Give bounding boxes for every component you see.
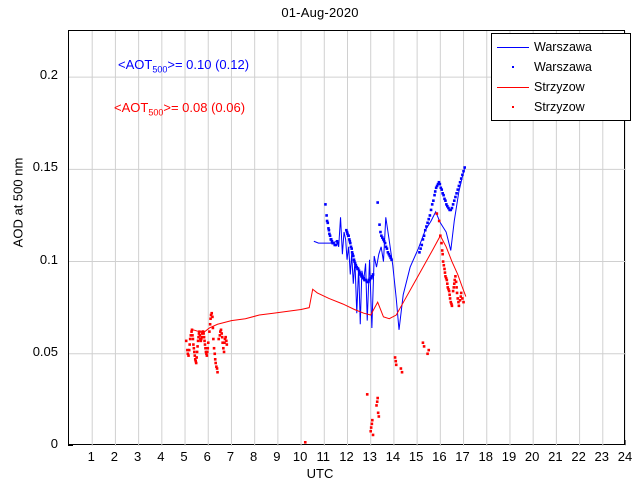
y-tick-4: 0.2 [39, 67, 58, 83]
legend-item-2[interactable]: Strzyzow [492, 77, 630, 97]
y-tick-0: 0 [50, 436, 58, 451]
x-tick-9: 10 [292, 449, 308, 464]
x-tick-17: 18 [478, 449, 493, 464]
annotation-prefix: <AOT [114, 100, 149, 115]
x-tick-23: 24 [617, 449, 633, 464]
y-tickmark-0 [68, 445, 73, 446]
x-tick-13: 14 [385, 449, 401, 464]
x-tick-16: 17 [455, 449, 470, 464]
annotation-value: >= 0.10 (0.12) [167, 57, 250, 72]
x-tick-19: 20 [524, 449, 540, 464]
series-line-strzyzow [193, 234, 467, 333]
legend-label: Strzyzow [534, 80, 585, 94]
legend-line-icon [492, 86, 534, 88]
x-tick-11: 12 [339, 449, 354, 464]
y-axis-label: AOD at 500 nm [10, 157, 26, 248]
legend-item-3[interactable]: Strzyzow [492, 97, 630, 117]
annotation-value: >= 0.08 (0.06) [163, 100, 246, 115]
x-tick-3: 4 [157, 449, 165, 464]
legend-label: Warszawa [534, 60, 592, 74]
legend-dot-icon [492, 65, 534, 69]
annotation-subscript: 500 [148, 107, 164, 118]
x-tick-0: 1 [87, 449, 95, 464]
x-tick-22: 23 [594, 449, 610, 464]
annotation-subscript: 500 [152, 64, 168, 75]
series-points-strzyzow [184, 212, 465, 444]
legend-label: Warszawa [534, 40, 592, 54]
x-tick-20: 21 [548, 449, 563, 464]
legend[interactable]: Warszawa Warszawa Strzyzow Strzyzow [491, 33, 631, 121]
y-tick-1: 0.05 [32, 343, 58, 359]
x-tick-5: 6 [203, 449, 211, 464]
page-title: 01-Aug-2020 [281, 5, 359, 20]
x-tick-4: 5 [180, 449, 188, 464]
legend-item-0[interactable]: Warszawa [492, 37, 630, 57]
data-layer [184, 166, 467, 444]
x-tick-1: 2 [110, 449, 119, 464]
x-tick-14: 15 [408, 449, 424, 464]
x-tick-10: 11 [316, 449, 331, 464]
x-tick-8: 9 [273, 449, 281, 464]
x-tick-21: 22 [571, 449, 586, 464]
annotation-warszawa-mean: <AOT500>= 0.10 (0.12) [118, 57, 249, 75]
legend-line-icon [492, 46, 534, 48]
x-tick-15: 16 [432, 449, 447, 464]
x-tick-2: 3 [134, 449, 142, 464]
x-tick-12: 13 [362, 449, 377, 464]
y-tick-3: 0.15 [32, 159, 58, 175]
legend-label: Strzyzow [534, 100, 585, 114]
x-tick-18: 19 [501, 449, 517, 464]
y-tick-2: 0.1 [39, 251, 58, 267]
legend-item-1[interactable]: Warszawa [492, 57, 630, 77]
legend-dot-icon [492, 105, 534, 109]
x-tick-7: 8 [250, 449, 258, 464]
annotation-prefix: <AOT [118, 57, 153, 72]
annotation-strzyzow-mean: <AOT500>= 0.08 (0.06) [114, 100, 245, 118]
series-line-warszawa [313, 167, 466, 330]
x-axis-label: UTC [306, 466, 334, 481]
series-points-warszawa [324, 166, 466, 284]
x-tick-6: 7 [226, 449, 235, 464]
